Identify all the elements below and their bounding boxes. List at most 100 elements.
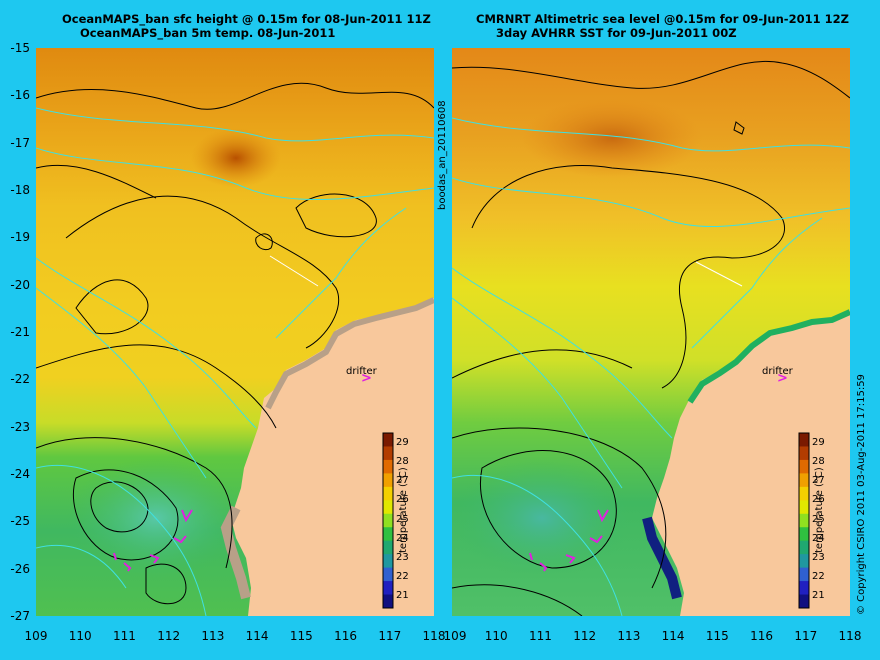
colorbar-tick-label: 26 (396, 494, 409, 506)
left-map-panel: drifter > 29 28 27 26 25 24 23 22 21 temperature… (36, 48, 434, 616)
colorbar-swatch (383, 486, 393, 501)
y-tick-label: -18 (10, 183, 30, 197)
x-tick-label: 117 (378, 629, 402, 643)
x-tick-label: 116 (750, 629, 773, 643)
colorbar-swatch (799, 581, 809, 596)
colorbar-swatch (383, 473, 393, 488)
ssh-contours (36, 82, 434, 605)
y-tick-label: -25 (10, 514, 30, 529)
section-line (695, 261, 743, 287)
colorbar-tick-label: 29 (396, 437, 409, 448)
colorbar-title-right: temperature (°C) (814, 467, 825, 553)
colorbar-swatch (383, 500, 393, 515)
colorbar-swatch (799, 594, 809, 609)
cold-coastal-water (642, 516, 682, 600)
run-id-label: boodas_an_20110608 (437, 100, 448, 210)
warm-patch (522, 98, 702, 178)
x-tick-label: 111 (528, 629, 552, 643)
x-tick-label: 114 (245, 629, 269, 643)
colorbar-swatch (799, 567, 809, 582)
drifter-arrow-right: > (777, 371, 788, 386)
colorbar-right (798, 432, 810, 609)
cool-patch (452, 458, 632, 578)
colorbar-tick-label: 27 (812, 475, 825, 487)
colorbar-tick-label: 26 (812, 494, 825, 506)
colorbar-swatch (383, 433, 393, 447)
colorbar-left (382, 432, 394, 609)
drifter-arrow-left: > (361, 371, 372, 386)
colorbar-swatch (383, 446, 393, 461)
y-tick-label: -17 (10, 135, 30, 150)
drifter-label-left: drifter (346, 366, 377, 377)
y-tick-label: -24 (10, 467, 30, 481)
right-title-line1: CMRNRT Altimetric sea level @0.15m for 0… (476, 12, 849, 26)
coastline-shelf (265, 297, 434, 410)
colorbar-tick-label: 22 (812, 570, 825, 582)
x-tick-label: 112 (157, 629, 181, 643)
bathymetry-contours (36, 107, 434, 616)
drifter-label-right: drifter (762, 366, 793, 377)
left-title-line2: OceanMAPS_ban 5m temp. 08-Jun-2011 (80, 26, 336, 40)
colorbar-tick-label: 24 (396, 532, 409, 544)
colorbar-title-left: temperature (°C) (398, 467, 409, 553)
colorbar-swatch (383, 567, 393, 582)
x-tick-label: 114 (661, 629, 685, 643)
y-tick-label: -20 (10, 277, 30, 292)
colorbar-tick-label: 29 (812, 437, 825, 448)
y-tick-label: -16 (10, 88, 30, 103)
y-tick-label: -23 (10, 419, 30, 434)
colorbar-swatch (799, 446, 809, 461)
colorbar-swatch (799, 554, 809, 569)
colorbar-tick-label: 25 (396, 513, 409, 525)
copyright-label: © Copyright CSIRO 2011 03-Aug-2011 17:15… (856, 374, 867, 615)
colorbar-swatch (383, 540, 393, 555)
left-title-line1: OceanMAPS_ban sfc height @ 0.15m for 08-… (62, 12, 431, 26)
x-tick-label: 113 (201, 629, 225, 643)
x-tick-label: 111 (112, 629, 136, 643)
colorbar-tick-label: 24 (812, 532, 825, 544)
colorbar-tick-label: 22 (396, 570, 409, 582)
y-tick-label: -15 (10, 41, 30, 55)
colorbar-swatch (383, 594, 393, 609)
colorbar-swatch (383, 581, 393, 596)
colorbar-tick-label: 28 (812, 456, 825, 468)
y-tick-label: -21 (10, 325, 30, 339)
drifter-tracks (113, 509, 193, 572)
colorbar-tick-label: 21 (812, 590, 825, 601)
colorbar-swatch (799, 433, 809, 447)
y-tick-label: -27 (10, 609, 30, 623)
colorbar-tick-label: 27 (396, 475, 409, 487)
colorbar-swatch (383, 459, 393, 474)
y-tick-label: -26 (10, 561, 30, 576)
x-tick-label: 113 (617, 629, 641, 643)
colorbar-tick-label: 25 (812, 513, 825, 525)
colorbar-swatch (799, 486, 809, 501)
x-tick-label: 110 (68, 629, 92, 643)
colorbar-tick-label: 23 (812, 551, 825, 563)
colorbar-frame (382, 432, 394, 609)
colorbar-swatch (799, 540, 809, 555)
y-tick-label: -19 (10, 230, 30, 245)
x-tick-label: 112 (573, 629, 597, 643)
colorbar-swatch (383, 513, 393, 528)
right-map-svg (452, 48, 850, 616)
x-tick-label: 115 (705, 629, 729, 643)
x-tick-label: 116 (334, 629, 357, 643)
x-tick-label: 110 (484, 629, 508, 643)
colorbar-tick-label: 23 (396, 551, 409, 563)
colorbar-frame (798, 432, 810, 609)
warm-patch (191, 128, 281, 188)
colorbar-swatch (799, 473, 809, 488)
colorbar-swatch (383, 527, 393, 542)
right-title-line2: 3day AVHRR SST for 09-Jun-2011 00Z (496, 26, 737, 40)
x-tick-label: 118 (838, 629, 862, 643)
x-tick-label: 118 (422, 629, 446, 643)
colorbar-swatch (799, 513, 809, 528)
coastline-shelf-south (220, 505, 251, 600)
y-tick-label: -22 (10, 372, 30, 387)
x-tick-label: 109 (24, 629, 48, 643)
colorbar-tick-label: 28 (396, 456, 409, 468)
colorbar-swatch (799, 500, 809, 515)
ssh-contours (452, 61, 850, 616)
section-line (269, 255, 319, 287)
